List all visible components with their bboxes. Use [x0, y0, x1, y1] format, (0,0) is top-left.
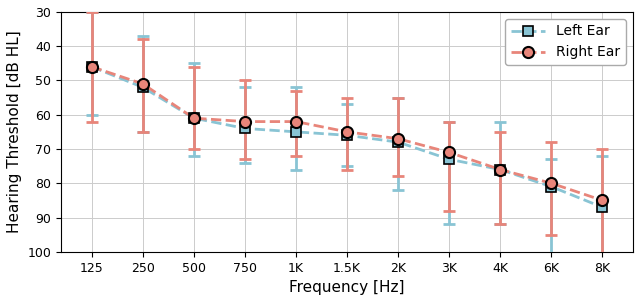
Left Ear	[343, 133, 351, 137]
Right Ear	[497, 168, 504, 171]
Right Ear	[241, 120, 249, 124]
Y-axis label: Hearing Threshold [dB HL]: Hearing Threshold [dB HL]	[7, 31, 22, 233]
Left Ear	[190, 116, 198, 120]
Left Ear	[598, 205, 606, 209]
Right Ear	[343, 130, 351, 134]
Right Ear	[292, 120, 300, 124]
Right Ear	[139, 82, 147, 86]
Left Ear	[292, 130, 300, 134]
Right Ear	[547, 182, 555, 185]
Left Ear	[445, 157, 453, 161]
Left Ear	[547, 185, 555, 188]
Legend: Left Ear, Right Ear: Left Ear, Right Ear	[505, 19, 626, 65]
Right Ear	[190, 116, 198, 120]
X-axis label: Frequency [Hz]: Frequency [Hz]	[289, 280, 405, 295]
Right Ear	[598, 199, 606, 202]
Left Ear	[241, 127, 249, 130]
Left Ear	[497, 168, 504, 171]
Right Ear	[445, 151, 453, 154]
Left Ear	[394, 140, 402, 144]
Right Ear	[88, 65, 95, 69]
Line: Right Ear: Right Ear	[86, 61, 608, 206]
Left Ear	[88, 65, 95, 69]
Right Ear	[394, 137, 402, 140]
Line: Left Ear: Left Ear	[87, 62, 607, 212]
Left Ear	[139, 85, 147, 89]
